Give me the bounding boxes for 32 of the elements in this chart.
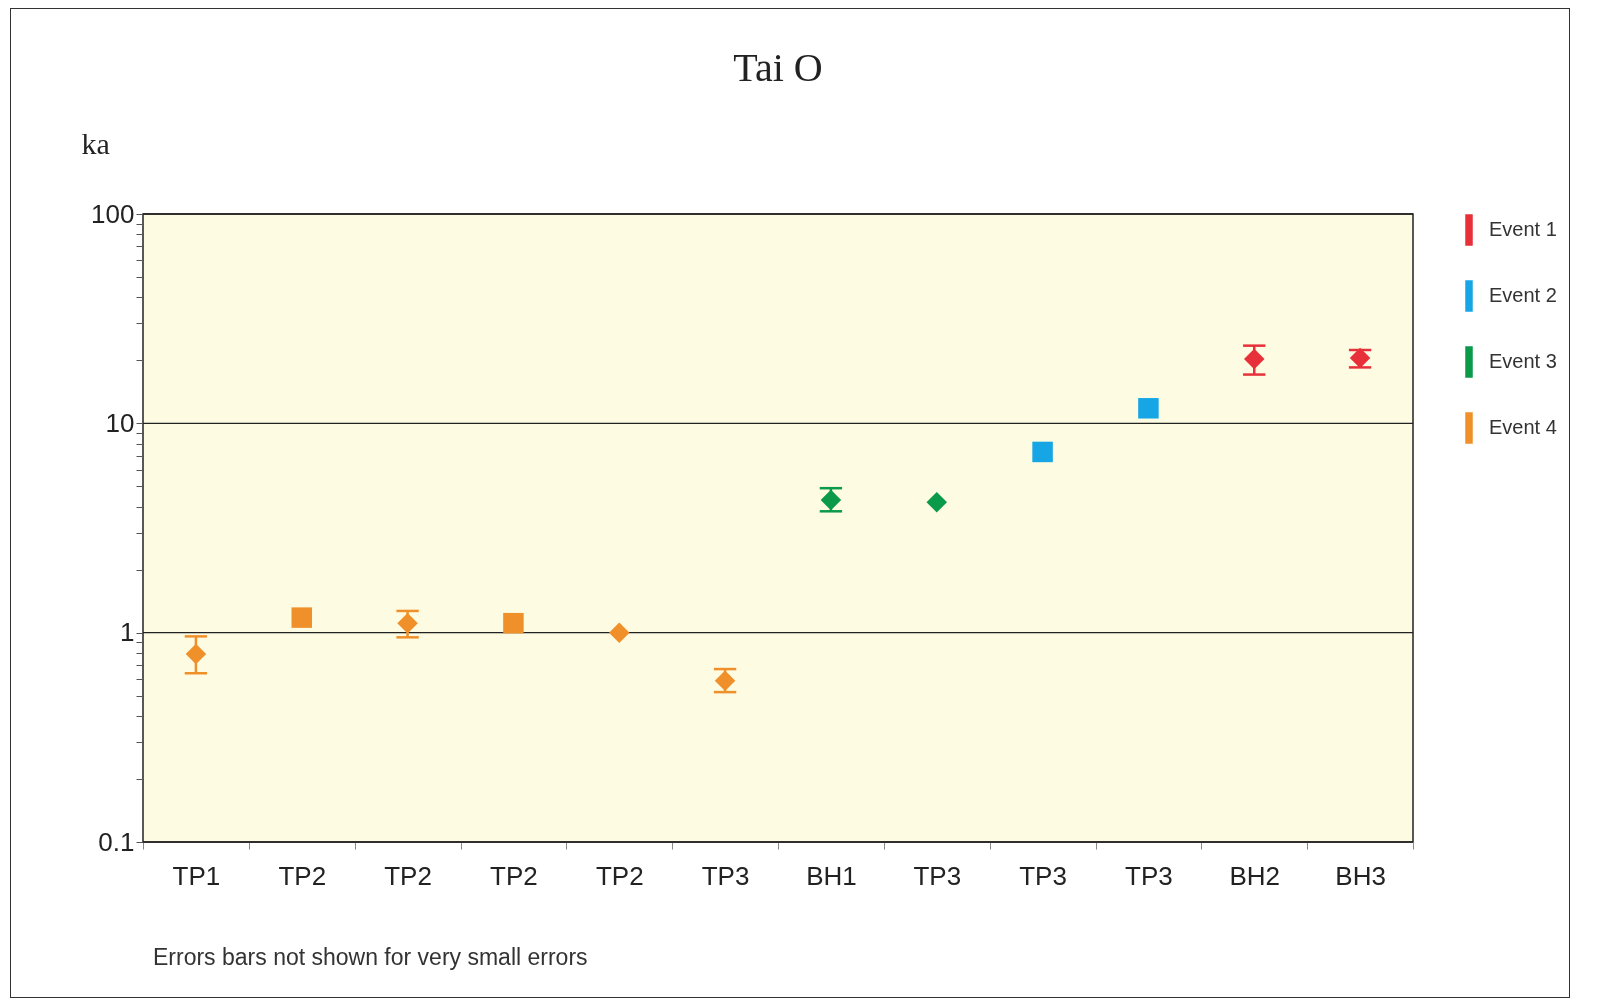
y-tick-label: 100: [91, 198, 135, 229]
legend-label: Event 3: [1489, 350, 1557, 372]
text: Errors bars not shown for very small errors: [153, 944, 588, 971]
x-tick-label: BH3: [1335, 860, 1386, 891]
point: [1032, 441, 1053, 463]
x-tick-label: TP3: [913, 860, 962, 891]
y-axis-title: ka: [81, 126, 110, 160]
point: [926, 491, 947, 513]
y-tick-label: 10: [105, 407, 135, 438]
point: [185, 643, 207, 665]
y-tick-label: 0.1: [98, 826, 135, 857]
x-tick-label: TP2: [490, 860, 538, 891]
point: [397, 612, 418, 634]
point: [503, 612, 524, 634]
x-tick-label: BH2: [1229, 860, 1281, 891]
x-tick-label: BH1: [806, 860, 857, 891]
x-tick-label: TP3: [701, 860, 750, 891]
point: [1138, 398, 1159, 419]
point: [291, 607, 312, 628]
x-tick-label: TP2: [595, 860, 644, 891]
x-tick-label: TP3: [1125, 860, 1173, 891]
legend-label: Event 2: [1489, 284, 1557, 306]
legend-label: Event 4: [1489, 416, 1557, 438]
point: [1244, 348, 1265, 370]
point: [609, 622, 630, 643]
x-tick-label: TP2: [384, 860, 432, 891]
chart-title: Tai O: [733, 45, 823, 90]
x-tick-label: TP3: [1019, 860, 1067, 891]
x-tick-label: TP2: [278, 860, 327, 891]
legend-label: Event 1: [1489, 218, 1557, 240]
y-tick-label: 1: [120, 617, 135, 648]
x-tick-label: TP1: [172, 860, 221, 891]
